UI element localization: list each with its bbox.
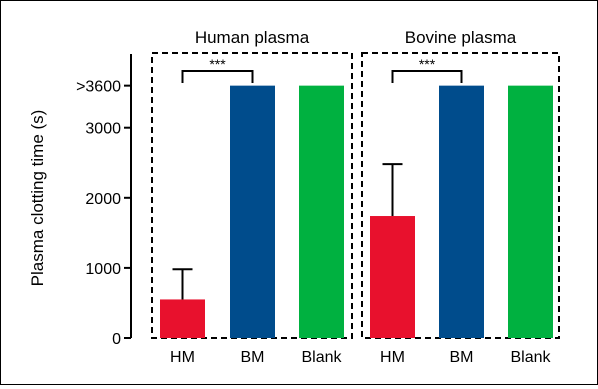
x-tick-label: HM: [380, 349, 405, 366]
bar: [230, 85, 275, 338]
x-tick-label: BM: [450, 349, 474, 366]
group-bovine-plasma: Bovine plasma HM BM Blank ***: [361, 28, 560, 366]
significance-bracket: [391, 70, 463, 83]
x-tick-label: Blank: [510, 349, 551, 366]
bar: [160, 299, 205, 338]
bar: [299, 85, 344, 338]
group-human-plasma: Human plasma HM BM Blank ***: [151, 28, 353, 366]
bar: [439, 85, 484, 338]
y-axis-label: Plasma clotting time (s): [28, 110, 47, 287]
significance-bracket: [181, 70, 254, 83]
y-tick-label: 1000: [85, 261, 121, 278]
group-title: Human plasma: [195, 28, 310, 47]
x-tick-label: BM: [241, 349, 265, 366]
bar: [508, 85, 553, 338]
significance-label: ***: [419, 56, 436, 72]
y-tick-label: >3600: [76, 79, 121, 96]
y-tick-label: 2000: [85, 191, 121, 208]
y-tick-label: 3000: [85, 121, 121, 138]
x-tick-label: HM: [170, 349, 195, 366]
significance-label: ***: [209, 56, 226, 72]
x-tick-label: Blank: [301, 349, 342, 366]
axes: 0 1000 2000 3000 >3600: [76, 54, 132, 348]
group-title: Bovine plasma: [405, 28, 517, 47]
y-tick-label: 0: [112, 331, 121, 348]
bar: [370, 216, 415, 338]
